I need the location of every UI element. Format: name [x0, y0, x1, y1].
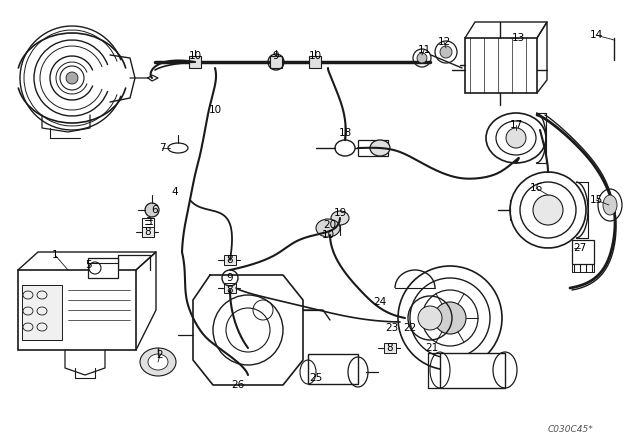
Bar: [309, 56, 321, 68]
Text: 9: 9: [273, 51, 279, 61]
Text: 22: 22: [403, 323, 417, 333]
Ellipse shape: [422, 290, 478, 346]
Text: 23: 23: [385, 323, 399, 333]
Text: 10: 10: [209, 105, 221, 115]
Text: 7: 7: [159, 143, 165, 153]
Bar: [88, 258, 118, 278]
Text: 8: 8: [145, 227, 151, 237]
Ellipse shape: [370, 140, 390, 156]
Text: 6: 6: [152, 205, 158, 215]
Ellipse shape: [440, 46, 452, 58]
Text: 18: 18: [339, 128, 351, 138]
Ellipse shape: [145, 203, 159, 217]
Bar: [270, 56, 282, 68]
Text: 10: 10: [188, 51, 202, 61]
Bar: [189, 56, 201, 68]
Ellipse shape: [506, 128, 526, 148]
Text: 27: 27: [573, 243, 587, 253]
Ellipse shape: [603, 195, 617, 215]
Text: 26: 26: [232, 380, 244, 390]
Text: 1: 1: [52, 250, 58, 260]
Text: 17: 17: [509, 120, 523, 130]
Text: 15: 15: [589, 195, 603, 205]
Text: 16: 16: [529, 183, 543, 193]
Text: 9: 9: [227, 273, 234, 283]
Text: 25: 25: [309, 373, 323, 383]
Text: 14: 14: [589, 30, 603, 40]
Ellipse shape: [66, 72, 78, 84]
Ellipse shape: [316, 219, 340, 237]
Ellipse shape: [533, 195, 563, 225]
Bar: [142, 218, 154, 236]
Ellipse shape: [331, 211, 349, 225]
Text: 4: 4: [172, 187, 179, 197]
Text: 2: 2: [157, 350, 163, 360]
Text: 8: 8: [227, 255, 234, 265]
Bar: [358, 140, 388, 156]
Bar: [224, 255, 236, 265]
Text: 8: 8: [227, 285, 234, 295]
Text: 5: 5: [84, 260, 92, 270]
Ellipse shape: [434, 302, 466, 334]
Bar: [224, 283, 236, 293]
Bar: [572, 264, 594, 272]
Bar: [572, 240, 594, 264]
Text: 3: 3: [145, 217, 151, 227]
Text: 8: 8: [387, 343, 394, 353]
Bar: [308, 354, 358, 384]
Bar: [465, 38, 537, 93]
Text: 10: 10: [321, 230, 335, 240]
Bar: [384, 343, 396, 353]
Text: 21: 21: [426, 343, 438, 353]
Bar: [440, 353, 505, 388]
Ellipse shape: [418, 306, 442, 330]
Bar: [22, 285, 62, 340]
Text: 19: 19: [333, 208, 347, 218]
Text: C030C45*: C030C45*: [547, 426, 593, 435]
Text: 20: 20: [323, 220, 337, 230]
Text: 12: 12: [437, 37, 451, 47]
Ellipse shape: [417, 53, 427, 63]
Text: 10: 10: [308, 51, 321, 61]
Ellipse shape: [140, 348, 176, 376]
Text: 13: 13: [511, 33, 525, 43]
Ellipse shape: [148, 354, 168, 370]
Text: 24: 24: [373, 297, 387, 307]
Bar: [142, 227, 154, 237]
Text: 11: 11: [417, 45, 431, 55]
Bar: [18, 270, 136, 350]
